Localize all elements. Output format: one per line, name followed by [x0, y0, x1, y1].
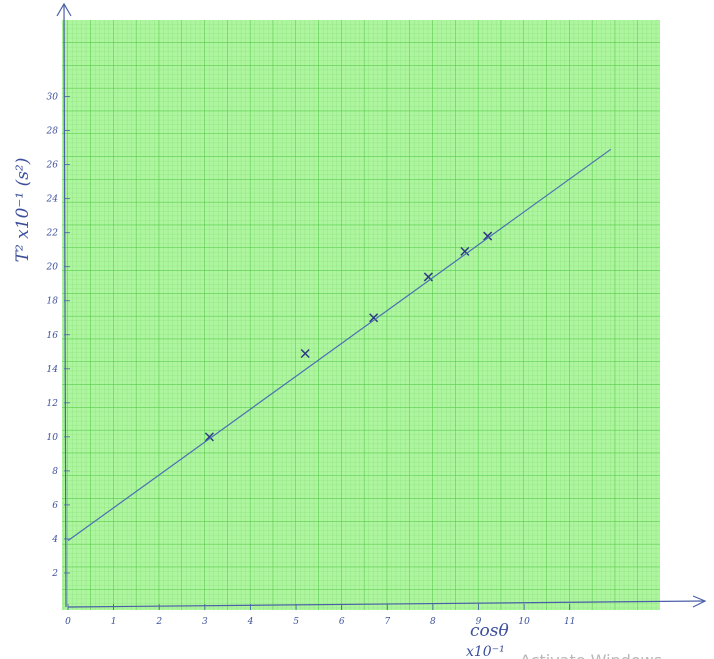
fit-line	[67, 148, 612, 542]
data-point	[483, 231, 493, 241]
x-arrow	[692, 595, 707, 608]
y-tick-label: 16	[47, 331, 59, 341]
data-point	[460, 246, 470, 256]
y-tick-label: 22	[46, 229, 59, 239]
axes	[56, 2, 707, 608]
y-tick-label: 14	[47, 365, 59, 375]
graph-paper-major	[62, 20, 660, 610]
data-point	[300, 348, 310, 359]
y-tick-label: 4	[51, 535, 58, 545]
y-tick-label: 30	[47, 93, 59, 103]
y-tick-label: 24	[46, 195, 59, 205]
x-tick-label: 8	[430, 617, 436, 627]
y-tick-label: 6	[52, 501, 58, 511]
y-tick-label: 2	[51, 569, 58, 579]
y-tick-label: 28	[46, 127, 59, 137]
x-tick-label: 7	[384, 617, 390, 627]
x-tick-label: 1	[111, 617, 117, 627]
y-tick-label: 18	[47, 297, 59, 307]
x-tick-label: 11	[564, 617, 575, 627]
x-tick-label: 6	[339, 617, 345, 627]
x-tick-label: 2	[155, 617, 162, 627]
y-arrow	[56, 2, 72, 17]
y-tick-label: 20	[46, 263, 59, 273]
x-tick-label: 0	[65, 617, 71, 627]
y-tick-label: 10	[47, 433, 59, 443]
y-axis-label: T² x10⁻¹ (s²)	[13, 158, 33, 263]
watermark: Activate Windows	[520, 651, 662, 659]
data-point	[204, 432, 214, 442]
x-axis-label: cosθ	[470, 621, 509, 641]
y-tick-label: 8	[52, 467, 58, 477]
x-axis-unit: x10⁻¹	[466, 644, 505, 659]
y-tick-label: 26	[46, 161, 59, 171]
x-axis	[67, 600, 706, 608]
x-tick-label: 5	[293, 617, 299, 627]
x-tick-label: 3	[202, 617, 208, 627]
data-point	[369, 313, 379, 323]
x-tick-label: 4	[247, 617, 254, 627]
x-tick-label: 10	[518, 617, 530, 627]
y-tick-label: 12	[47, 399, 59, 409]
x-tick-label: 9	[476, 617, 482, 627]
y-axis	[63, 3, 67, 608]
